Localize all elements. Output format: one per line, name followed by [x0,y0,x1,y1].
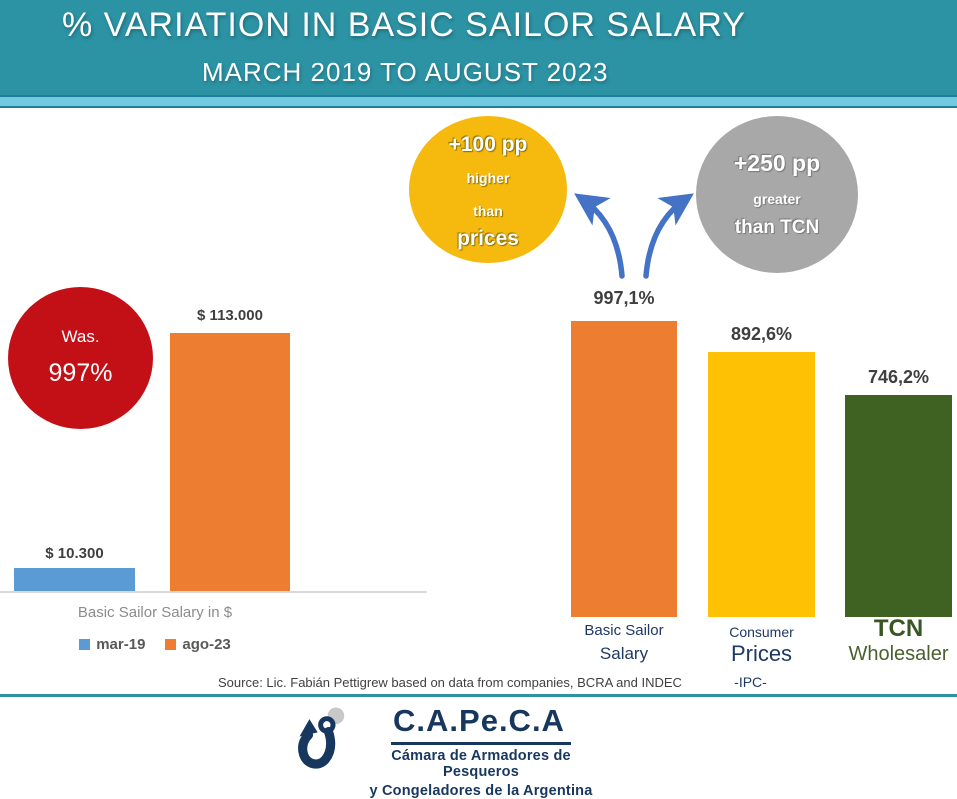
left-chart-axis [0,591,427,593]
prices-bubble-text-1: higher [466,170,510,186]
was-bubble-value: 997% [48,359,113,387]
right-cat-tcn-line2: Wholesaler [848,643,949,665]
page-title: % VARIATION IN BASIC SAILOR SALARY [62,6,746,44]
header-stripe [0,95,957,108]
prices-bubble-text-3: prices [457,227,519,250]
left-chart-title: Basic Sailor Salary in $ [77,604,233,621]
footer-divider [0,694,957,697]
legend-label-mar19: mar-19 [96,636,146,653]
right-bar-tcn [845,395,952,617]
right-bar-salary [571,321,677,617]
prices-bubble-text-2: than [473,203,503,219]
right-cat-salary-line1: Basic Sailor [584,622,664,639]
tcn-annotation-bubble: +250 pp greater than TCN [696,116,858,273]
organization-logo: C.A.Pe.C.A Cámara de Armadores de Pesque… [353,703,609,799]
tcn-bubble-value: +250 pp [733,150,821,176]
arrows-icon [574,193,694,279]
left-bar-ago23-value: $ 113.000 [197,307,263,324]
right-bar-salary-value: 997,1% [593,288,655,308]
tcn-bubble-text-2: than TCN [734,217,820,238]
prices-annotation-bubble: +100 pp higher than prices [409,116,567,263]
right-cat-prices-line3: -IPC- [734,674,767,690]
right-cat-tcn-line1: TCN [873,615,924,642]
page-subtitle: MARCH 2019 TO AUGUST 2023 [202,57,609,87]
header-band: % VARIATION IN BASIC SAILOR SALARY MARCH… [0,0,957,95]
legend-item-mar19: mar-19 [79,636,145,653]
legend-item-ago23: ago-23 [165,636,231,653]
right-bar-tcn-value: 746,2% [867,367,930,387]
tcn-bubble-text-1: greater [753,191,801,207]
was-annotation-bubble: Was. 997% [8,287,153,429]
right-cat-prices-line1: Consumer [729,624,794,640]
was-bubble-text: Was. [61,327,100,346]
legend-swatch-mar19 [79,639,91,650]
right-cat-prices-line2: Prices [730,641,793,666]
left-bar-mar19-value: $ 10.300 [45,545,104,562]
right-bar-prices-value: 892,6% [730,324,793,344]
org-name-line2: y Congeladores de la Argentina [369,783,593,799]
left-bar-ago23 [170,333,290,592]
legend-swatch-ago23 [165,639,177,650]
prices-bubble-value: +100 pp [448,133,528,156]
right-bar-prices [708,352,815,617]
fishing-hook-icon [298,707,345,769]
left-chart-legend: mar-19 ago-23 [30,636,280,653]
org-acronym: C.A.Pe.C.A [391,703,571,745]
legend-label-ago23: ago-23 [182,636,231,653]
source-credit: Source: Lic. Fabián Pettigrew based on d… [218,675,682,690]
org-name-line1: Cámara de Armadores de Pesqueros [391,748,571,780]
right-cat-salary-line2: Salary [599,644,649,663]
left-bar-mar19 [14,568,135,592]
